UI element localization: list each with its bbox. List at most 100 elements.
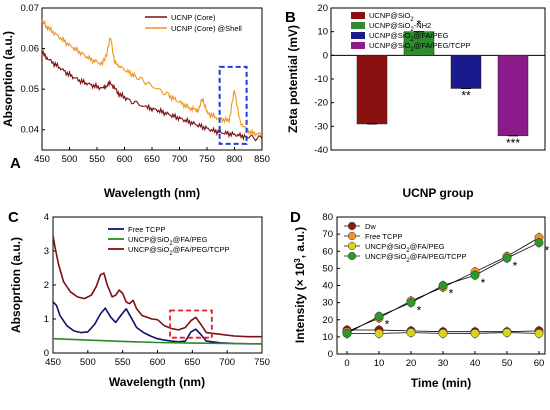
data-point [534, 238, 544, 248]
highlight-box [169, 309, 213, 339]
x-tick-label: 60 [534, 358, 545, 369]
x-tick-label: 50 [502, 358, 513, 369]
y-tick-label: -30 [314, 121, 328, 132]
y-tick-label: 0 [323, 50, 328, 61]
y-tick-label: 0 [328, 349, 333, 360]
panel-a: 450 500 550 600 650 700 750 800 850 0.04 0.05 0.06 0… [1, 3, 270, 200]
legend-label: UCNP@SiO2-NH2 [369, 21, 431, 33]
data-point [342, 329, 352, 338]
legend-swatch [351, 42, 365, 49]
panel-label-a: A [10, 155, 21, 172]
panel-d: 0 10 20 30 40 50 60 0 10 20 30 40 50 60 70 80 * * * * * * DwFr… [293, 212, 550, 390]
y-tick-label: 0.07 [21, 3, 40, 14]
panel-label-c: C [8, 209, 19, 226]
bar-4 [497, 55, 529, 137]
x-tick-label: 650 [144, 154, 160, 165]
y-tick-label: 4 [44, 212, 49, 223]
x-tick-label: 30 [438, 358, 449, 369]
data-point [438, 329, 448, 338]
series-line-2 [52, 337, 263, 345]
x-tick-label: 850 [254, 154, 270, 165]
x-tick-label: 500 [80, 357, 96, 368]
data-point [374, 329, 384, 338]
y-tick-label: 0.05 [21, 84, 40, 95]
legend-label: UNCP@SiO2@FA/PEG/TCPP [128, 245, 230, 257]
significance-mark: * [513, 259, 518, 273]
series-line-3 [52, 235, 262, 338]
data-point [502, 328, 512, 338]
legend-label: UCNP@SiO2 [369, 11, 414, 23]
y-tick-label: -10 [314, 74, 328, 85]
x-tick-label: 700 [172, 154, 188, 165]
x-tick-label: 750 [254, 357, 270, 368]
legend-swatch [347, 231, 357, 241]
legend-swatch [351, 12, 365, 19]
y-tick-label: -40 [314, 145, 328, 156]
y-tick-label: 30 [322, 298, 333, 309]
legend-label: Free TCPP [128, 225, 165, 234]
legend-label: UNCP@SiO2@FA/PEG [128, 235, 208, 247]
y-tick-label: 10 [322, 332, 333, 343]
significance-mark: * [449, 287, 454, 301]
x-axis-label: UCNP group [402, 186, 473, 200]
x-tick-label: 20 [406, 358, 417, 369]
significance-mark: * [417, 18, 422, 32]
legend-label: Dw [365, 222, 376, 231]
y-axis-label: Absorption (a.u.) [1, 31, 15, 127]
x-tick-label: 650 [184, 357, 200, 368]
x-tick-label: 550 [89, 154, 105, 165]
significance-mark: * [545, 244, 550, 258]
bar-3 [450, 55, 482, 89]
legend-label: UNCP@SiO2@FA/PEG/TCPP [365, 252, 467, 264]
data-point [406, 328, 416, 338]
significance-mark: ** [461, 88, 471, 102]
series-line-2 [41, 17, 263, 138]
y-tick-label: 20 [317, 3, 328, 14]
series-line-1 [41, 49, 263, 142]
x-tick-label: 600 [117, 154, 133, 165]
y-tick-label: 0.04 [21, 125, 40, 136]
y-axis-label: Zeta potential (mV) [286, 25, 300, 133]
y-tick-label: 20 [322, 315, 333, 326]
x-tick-label: 40 [470, 358, 481, 369]
x-tick-label: 450 [34, 154, 50, 165]
legend-label: UCNP (Core) [171, 13, 216, 22]
data-point [438, 281, 448, 290]
panel-b: -40-30-20-1001020******UCNP@SiO2UCNP@SiO… [286, 3, 546, 200]
y-axis-label: Absoprtion (a.u.) [9, 237, 23, 333]
data-point [502, 253, 512, 263]
legend-swatch [351, 22, 365, 29]
x-tick-label: 550 [115, 357, 131, 368]
y-tick-label: 0.06 [21, 44, 40, 55]
legend-label: UCNP@SiO2@FA/PEG/TCPP [369, 41, 471, 53]
x-axis-label: Time (min) [411, 376, 471, 390]
bar-1 [356, 55, 388, 125]
x-tick-label: 700 [219, 357, 235, 368]
y-tick-label: 60 [322, 246, 333, 257]
series-line-1 [52, 301, 262, 345]
data-point [470, 329, 480, 338]
y-tick-label: 10 [317, 27, 328, 38]
y-tick-label: -20 [314, 98, 328, 109]
legend-swatch [351, 32, 365, 39]
x-tick-label: 500 [62, 154, 78, 165]
data-point [470, 270, 480, 280]
legend-label: Free TCPP [365, 232, 402, 241]
y-tick-label: 2 [44, 280, 49, 291]
y-tick-label: 70 [322, 229, 333, 240]
legend-swatch [347, 221, 357, 231]
significance-mark: * [417, 304, 422, 318]
y-tick-label: 50 [322, 263, 333, 274]
data-point [534, 329, 544, 338]
panel-label-d: D [290, 209, 301, 226]
y-tick-label: 80 [322, 212, 333, 223]
x-axis-label: Wavelength (nm) [109, 375, 205, 389]
data-point [374, 311, 384, 321]
panel-label-b: B [285, 9, 296, 26]
x-tick-label: 800 [227, 154, 243, 165]
legend-label: UNCP@SiO2@FA/PEG [365, 242, 445, 254]
x-axis-label: Wavelength (nm) [104, 186, 200, 200]
y-tick-label: 3 [44, 246, 49, 257]
